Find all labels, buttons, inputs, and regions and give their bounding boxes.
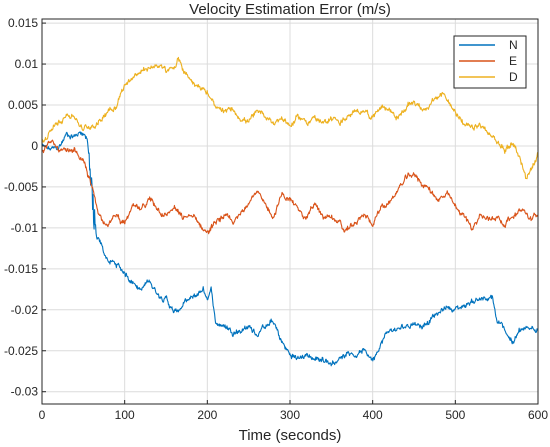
series-N-line (41, 131, 539, 367)
plot-area (41, 56, 539, 367)
x-tick-label: 100 (115, 408, 135, 422)
y-tick-label: -0.03 (11, 385, 39, 399)
y-tick-label: 0.01 (15, 57, 39, 71)
y-tick-label: -0.015 (4, 262, 38, 276)
y-tick-label: 0.005 (8, 98, 38, 112)
legend: NED (453, 35, 527, 89)
legend-label-E: E (509, 54, 517, 68)
y-axis-ticks: 0.015 0.01 0.005 0 -0.005 -0.01 -0.015 -0.02 -0.… (4, 16, 46, 399)
legend-label-N: N (509, 38, 518, 52)
y-tick-label: -0.01 (11, 221, 39, 235)
legend-label-D: D (509, 70, 518, 84)
x-axis-label: Time (seconds) (239, 427, 342, 444)
y-tick-label: -0.005 (4, 180, 38, 194)
y-tick-label: 0 (31, 139, 38, 153)
x-tick-label: 0 (39, 408, 46, 422)
x-tick-label: 300 (280, 408, 300, 422)
x-axis-ticks: 0 100 200 300 400 500 600 (39, 400, 548, 422)
series-E-line (41, 139, 539, 235)
y-tick-label: -0.02 (11, 303, 39, 317)
x-tick-label: 600 (528, 408, 548, 422)
series-D-line (41, 56, 539, 180)
chart-title: Velocity Estimation Error (m/s) (189, 1, 391, 18)
y-tick-label: 0.015 (8, 16, 38, 30)
x-tick-label: 200 (197, 408, 217, 422)
x-tick-label: 500 (445, 408, 465, 422)
x-tick-label: 400 (363, 408, 383, 422)
y-tick-label: -0.025 (4, 344, 38, 358)
